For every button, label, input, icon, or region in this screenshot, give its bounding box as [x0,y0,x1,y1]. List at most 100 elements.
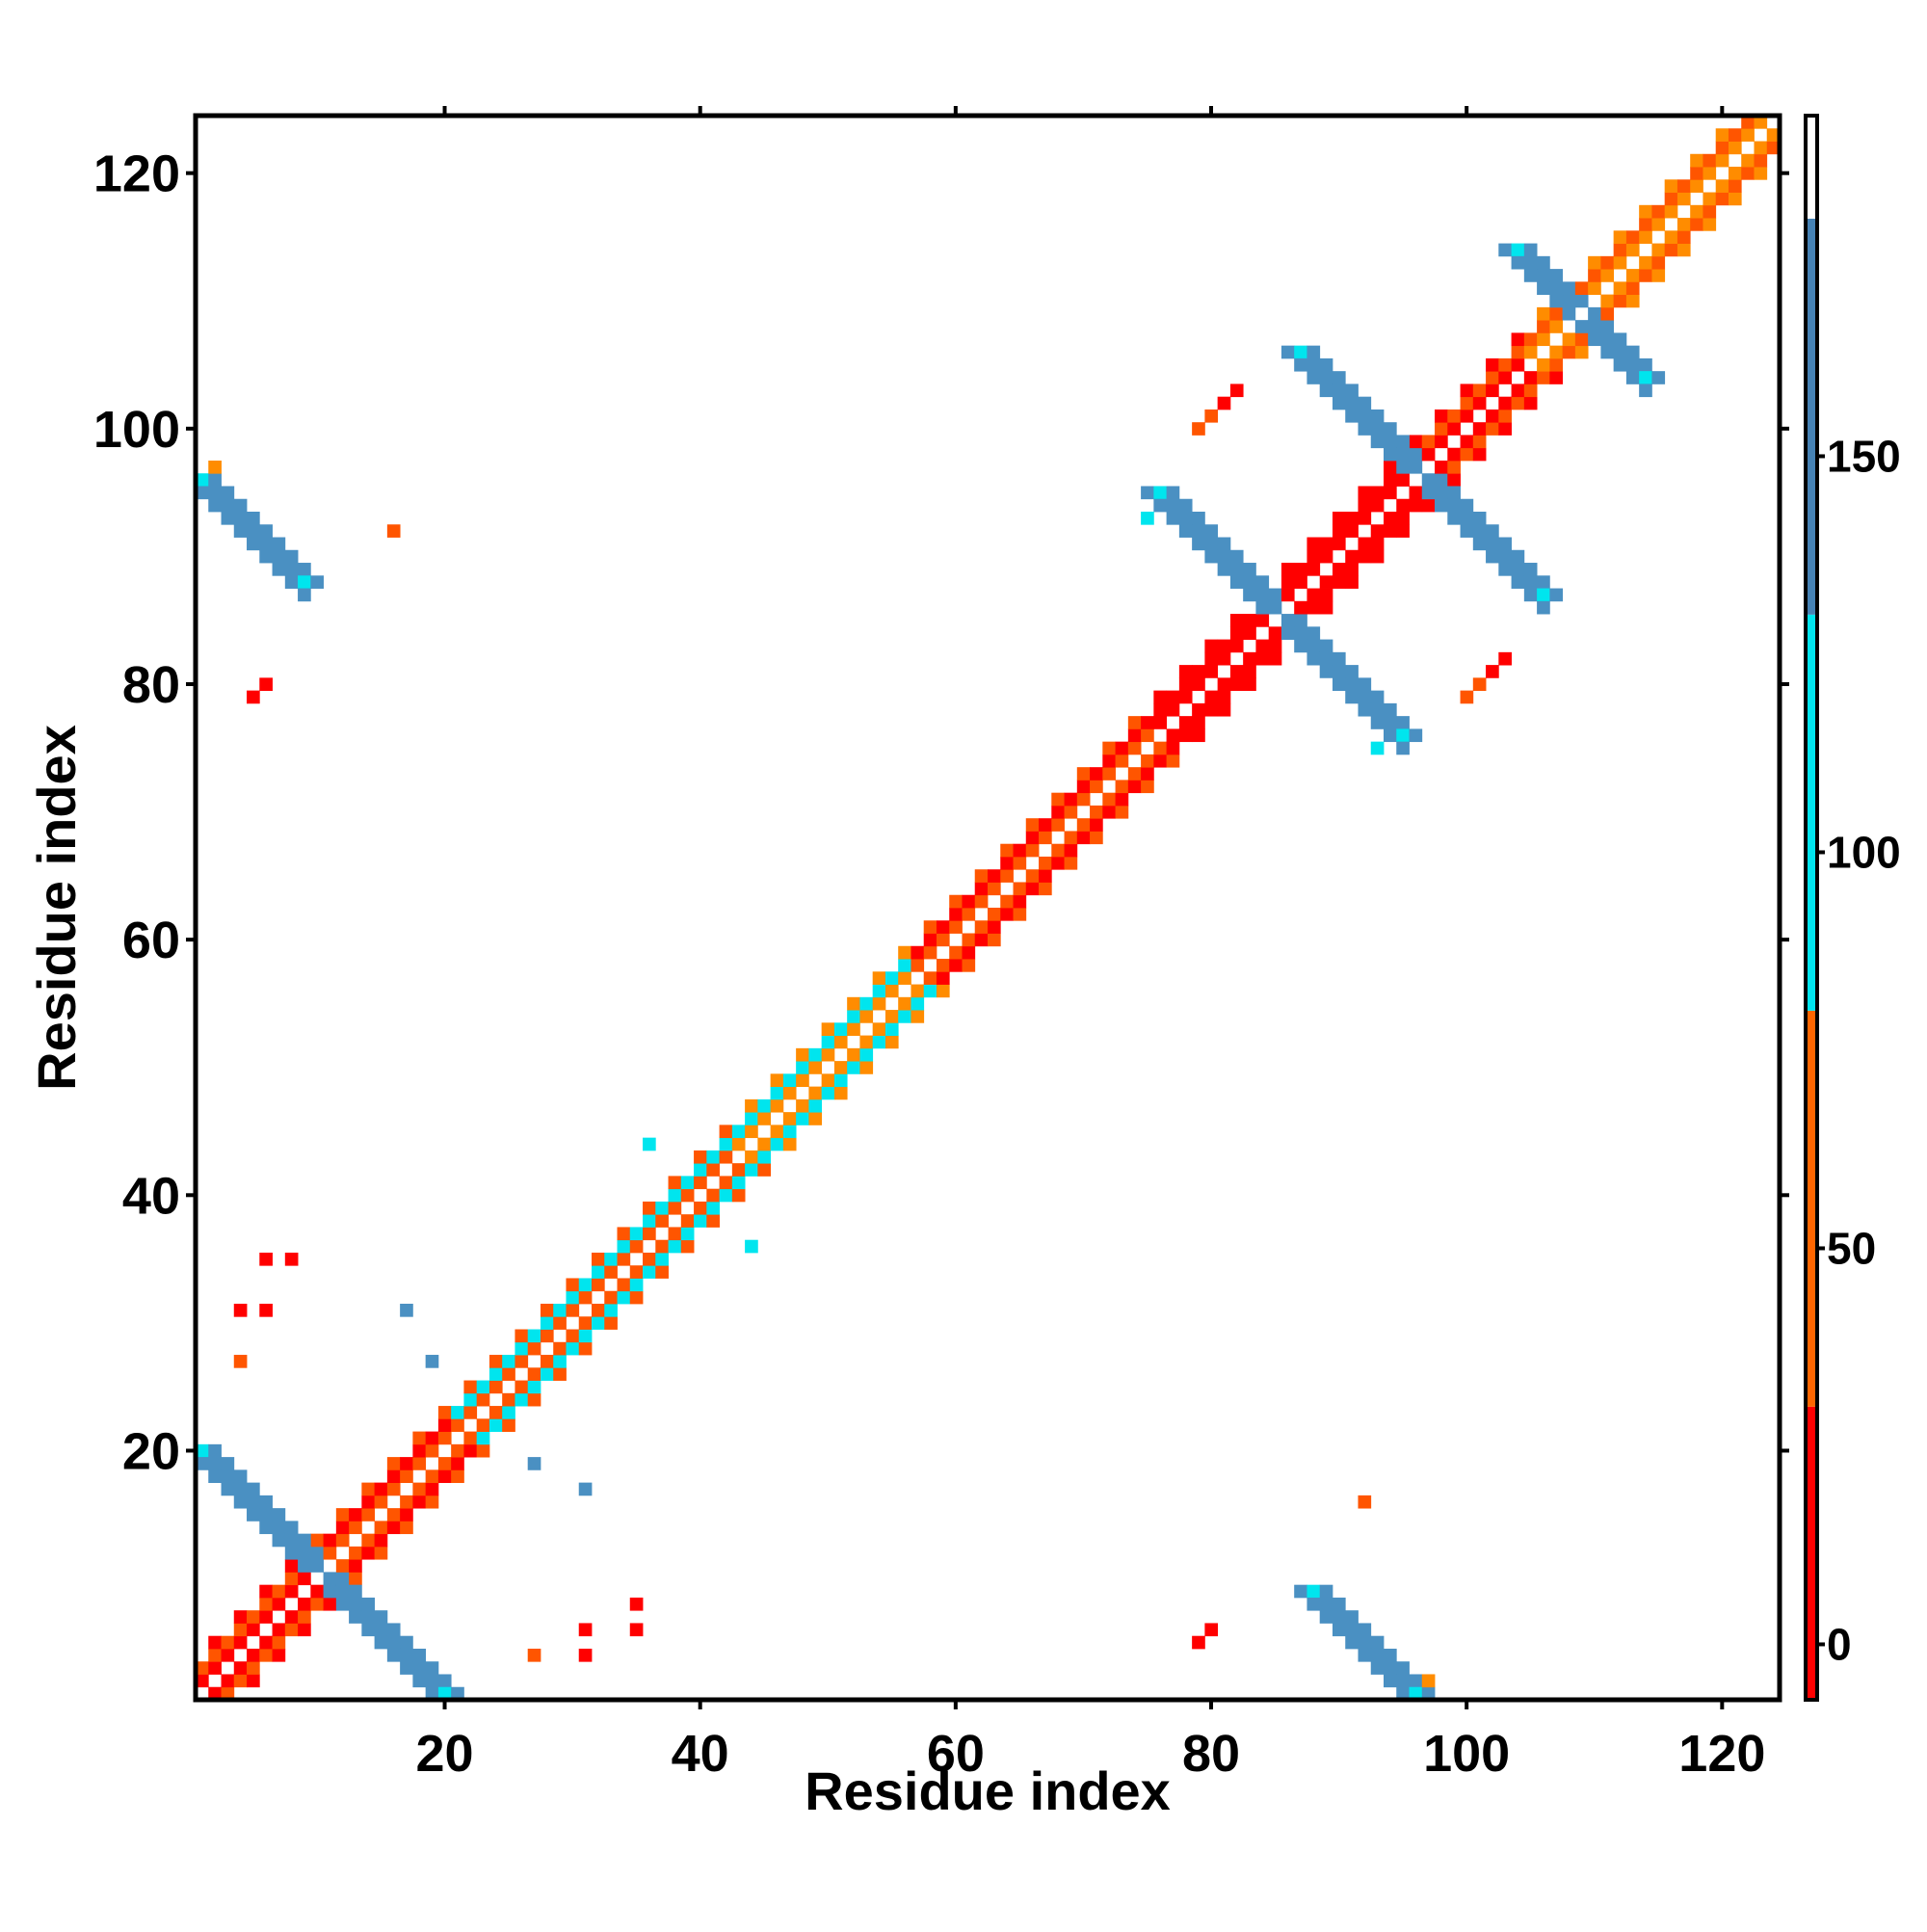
heatmap-cell [1549,269,1564,282]
heatmap-cell [1345,512,1359,525]
heatmap-cell [1280,614,1295,627]
heatmap-cell [872,996,886,1011]
heatmap-cell [1217,537,1231,551]
heatmap-cell [1523,345,1538,359]
heatmap-cell [1600,332,1615,347]
heatmap-cell [233,1469,248,1484]
heatmap-cell [1409,728,1423,743]
heatmap-cell [1460,447,1474,462]
heatmap-cell [782,1086,797,1100]
heatmap-cell [1370,409,1385,423]
heatmap-cell [1498,563,1512,576]
heatmap-cell [1396,473,1410,487]
heatmap-cell [310,1597,324,1611]
heatmap-cell [1421,447,1436,462]
heatmap-cell [578,1341,593,1356]
heatmap-cell [796,1061,809,1074]
heatmap-cell [1243,614,1256,627]
heatmap-cell [757,1112,772,1125]
heatmap-cell [1511,549,1525,564]
heatmap-cell [1460,524,1474,538]
heatmap-cell [655,1214,669,1228]
heatmap-cell [349,1584,362,1599]
heatmap-cell [1192,677,1205,692]
heatmap-cell [1613,255,1627,270]
heatmap-cell [1523,243,1538,257]
heatmap-cell [247,1495,260,1509]
heatmap-cell [782,1073,797,1088]
heatmap-cell [298,1533,311,1548]
heatmap-cell [1435,460,1448,474]
heatmap-cell [1625,230,1640,244]
heatmap-cell [476,1443,490,1458]
heatmap-cell [757,1163,772,1177]
heatmap-cell [259,1648,273,1662]
heatmap-cell [374,1610,388,1624]
heatmap-cell [872,984,886,998]
heatmap-cell [437,1469,452,1484]
heatmap-cell [1549,320,1564,333]
heatmap-cell [592,1252,605,1266]
heatmap-cell [1102,805,1116,819]
heatmap-cell [1204,549,1219,564]
heatmap-cell [412,1431,427,1445]
heatmap-cell [1192,665,1205,678]
heatmap-cell [1217,702,1231,717]
heatmap-cell [1268,588,1282,602]
heatmap-cell [412,1661,427,1675]
heatmap-cell [1396,1686,1410,1701]
heatmap-cell [1268,600,1282,615]
heatmap-cell [1511,563,1525,576]
heatmap-cell [400,1521,413,1535]
heatmap-cell [1115,780,1129,794]
heatmap-cell [1358,1623,1372,1637]
y-tick-label: 20 [122,1422,180,1480]
heatmap-cell [1741,116,1755,129]
heatmap-cell [1384,486,1397,500]
heatmap-cell [1447,409,1461,423]
heatmap-cell [1345,396,1359,410]
heatmap-cell [1127,728,1142,743]
heatmap-cell [833,1073,848,1088]
heatmap-cell [1229,665,1244,678]
heatmap-cell [451,1686,464,1701]
heatmap-cell [361,1482,376,1496]
heatmap-cell [1332,371,1346,384]
heatmap-cell [1421,1674,1436,1688]
heatmap-cell [374,1495,388,1509]
heatmap-cell [1511,357,1525,372]
heatmap-cell [1574,345,1589,359]
heatmap-cell [196,1457,209,1470]
heatmap-cell [592,1304,605,1317]
heatmap-cell [247,512,260,525]
heatmap-cell [1294,626,1307,640]
heatmap-cell [1486,537,1499,551]
heatmap-cell [1319,1610,1333,1624]
heatmap-cell [284,563,299,576]
heatmap-cell [1217,549,1231,564]
heatmap-cell [1243,651,1256,666]
heatmap-cell [208,486,222,500]
heatmap-cell [680,1188,695,1203]
heatmap-cell [284,1584,299,1599]
heatmap-cell [247,1482,260,1496]
heatmap-cell [782,1112,797,1125]
heatmap-cell [1588,306,1601,321]
heatmap-cell [1039,831,1052,845]
heatmap-cell [1358,702,1372,717]
heatmap-cell [936,920,950,934]
heatmap-cell [1307,549,1321,564]
heatmap-cell [1588,332,1601,347]
heatmap-cell [706,1188,720,1203]
heatmap-cell [1115,805,1129,819]
heatmap-cell [1460,690,1474,704]
heatmap-cell [1141,512,1154,525]
heatmap-cell [1447,498,1461,513]
heatmap-cell [821,1022,835,1036]
heatmap-cell [349,1559,362,1573]
heatmap-cell [1141,780,1154,794]
heatmap-cell [643,1214,656,1228]
heatmap-cell [949,920,963,934]
heatmap-cell [731,1188,746,1203]
heatmap-cell [936,971,950,985]
